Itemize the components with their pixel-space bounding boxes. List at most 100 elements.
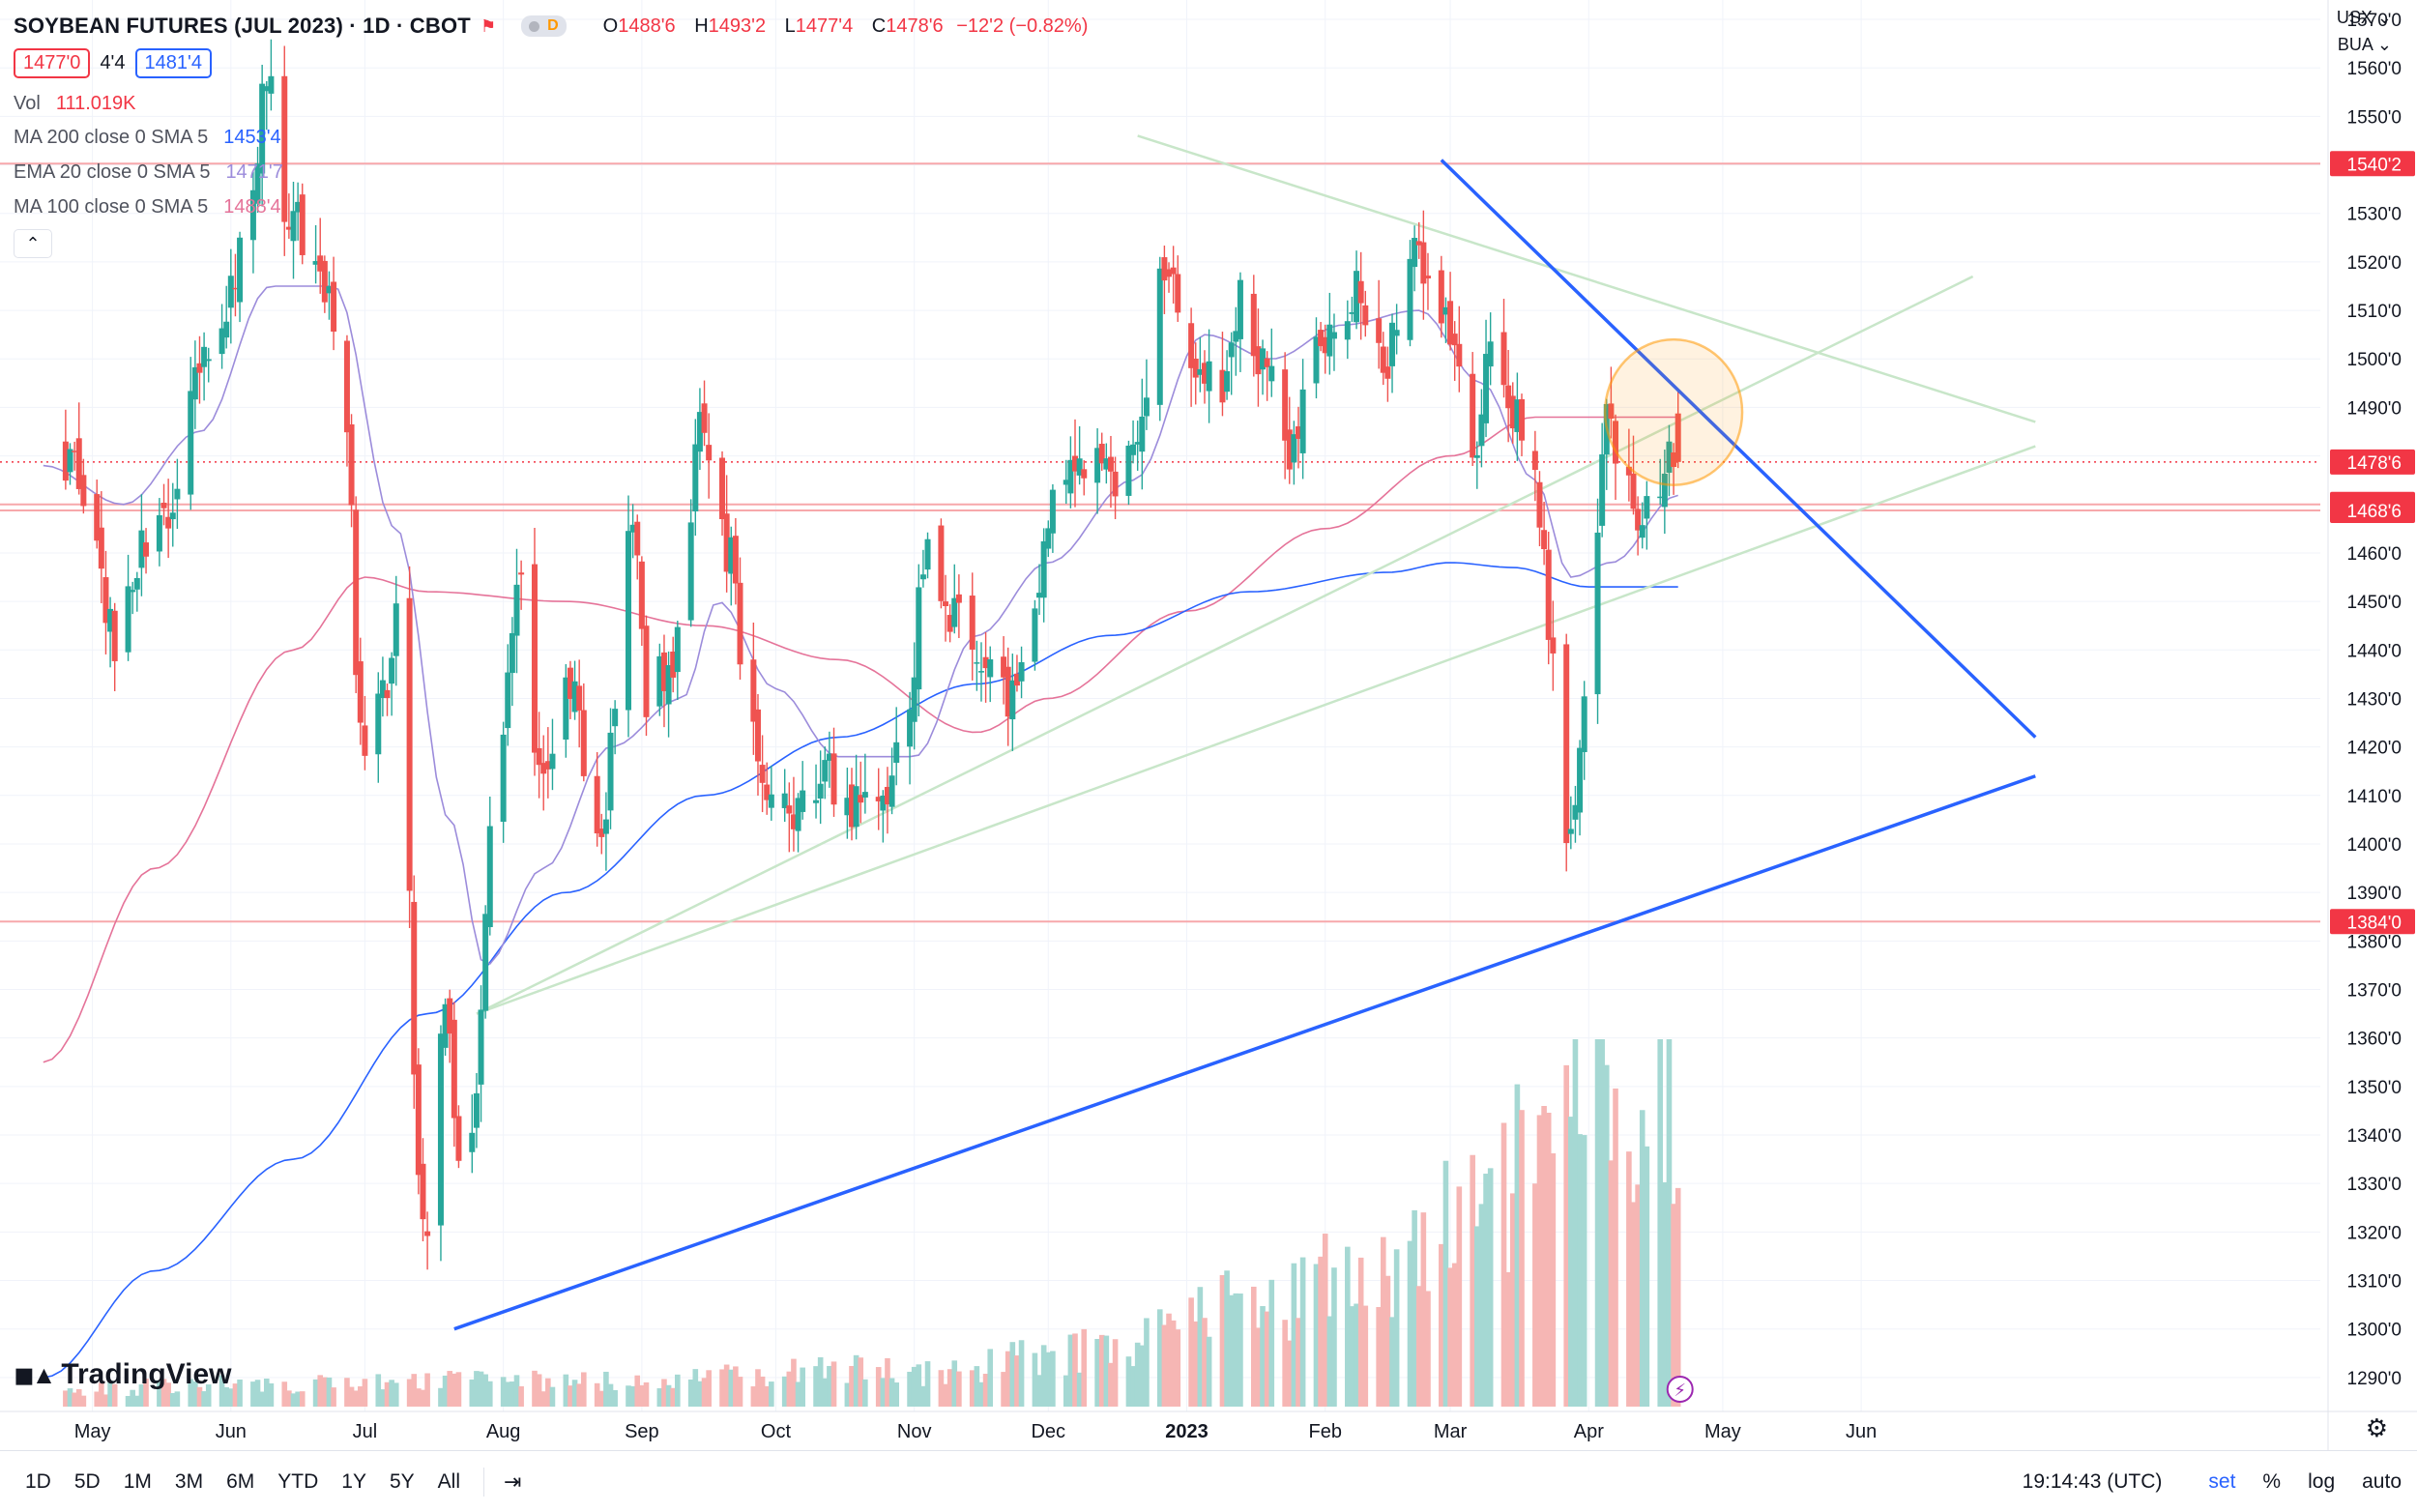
volume-bar <box>612 1389 618 1407</box>
delay-indicator[interactable]: D <box>521 15 567 37</box>
candle-body <box>706 445 713 461</box>
volume-bar <box>223 1387 229 1407</box>
candlesticks <box>62 39 1681 1270</box>
volume-bar <box>344 1378 350 1407</box>
grid <box>0 0 2320 1411</box>
symbol-header: SOYBEAN FUTURES (JUL 2023) · 1D · CBOT ⚑… <box>14 10 1088 43</box>
trendlines[interactable]: ⚡ <box>453 159 2037 1403</box>
flag-icon[interactable]: ⚑ <box>480 15 497 36</box>
volume-bar <box>687 1379 694 1407</box>
volume-bar <box>1662 1181 1668 1407</box>
volume-bar <box>795 1381 801 1407</box>
volume-bar <box>358 1386 364 1407</box>
legend-ma200[interactable]: MA 200 close 0 SMA 5 1453'4 <box>14 127 281 149</box>
log-toggle[interactable]: log <box>2308 1469 2336 1493</box>
candle-body <box>1330 332 1337 339</box>
volume-bar <box>263 1378 270 1407</box>
price-axis[interactable]: 1290'0 1300'0 1310'0 1320'0 1330'0 1340'0 1350… <box>2327 0 2417 1450</box>
volume-bar <box>875 1367 882 1407</box>
candle-body <box>1001 656 1007 678</box>
candle-body <box>232 287 239 290</box>
range-1y[interactable]: 1Y <box>341 1469 366 1493</box>
legend-ema20[interactable]: EMA 20 close 0 SMA 5 1471'7 <box>14 161 283 184</box>
candle-body <box>884 786 890 805</box>
volume-bar <box>1255 1327 1262 1407</box>
volume-bar <box>1572 1039 1579 1407</box>
time-tick-label: Apr <box>1574 1421 1604 1442</box>
range-6m[interactable]: 6M <box>226 1469 255 1493</box>
price-tick-label: 1420'0 <box>2347 739 2402 759</box>
volume-bar <box>1671 1204 1676 1407</box>
volume-bar <box>1478 1204 1485 1407</box>
sell-price-button[interactable]: 1477'0 <box>14 48 91 78</box>
candle-body <box>1063 480 1069 485</box>
range-5d[interactable]: 5D <box>73 1469 101 1493</box>
legend-ma100[interactable]: MA 100 close 0 SMA 5 1488'4 <box>14 196 281 218</box>
lightning-icon: ⚡ <box>1674 1381 1686 1400</box>
percent-toggle[interactable]: % <box>2262 1469 2282 1493</box>
candle-body <box>1625 466 1632 476</box>
range-3m[interactable]: 3M <box>174 1469 204 1493</box>
candle-body <box>1286 429 1293 470</box>
volume-bar <box>254 1380 261 1407</box>
volume-bar <box>1447 1267 1453 1407</box>
symbol-title[interactable]: SOYBEAN FUTURES (JUL 2023) · 1D · CBOT <box>14 14 471 38</box>
legend-volume[interactable]: Vol 111.019K <box>14 93 135 115</box>
unit-selector[interactable]: BUA ⌄ <box>2337 35 2392 54</box>
volume-bar <box>1362 1305 1369 1407</box>
channel-lines[interactable] <box>476 134 2036 1015</box>
volume-bar <box>858 1357 864 1407</box>
price-tick-label: 1370'0 <box>2347 980 2402 1001</box>
auto-toggle[interactable]: auto <box>2362 1469 2402 1493</box>
gear-icon[interactable]: ⚙ <box>2365 1413 2388 1442</box>
range-1m[interactable]: 1M <box>123 1469 152 1493</box>
volume-bar <box>670 1387 676 1407</box>
candle-body <box>813 800 820 803</box>
volume-bar <box>474 1371 480 1407</box>
volume-bar <box>518 1385 524 1407</box>
volume-bar <box>1072 1333 1078 1407</box>
candle-body <box>509 632 515 674</box>
volume-bar <box>576 1383 582 1407</box>
candle-body <box>1081 469 1088 479</box>
price-label-badge <box>2330 909 2415 935</box>
candle-body <box>1219 369 1226 403</box>
time-tick-label: Jun <box>1846 1421 1877 1442</box>
volume-bar <box>478 1371 484 1407</box>
range-1d[interactable]: 1D <box>25 1469 51 1493</box>
candle-body <box>312 261 319 265</box>
currency-selector[interactable]: USX ⌄ <box>2336 8 2392 27</box>
ohlc-values: O1488'6 H1493'2 L1477'4 C1478'6 −12'2 (−… <box>590 15 1089 38</box>
candle-body <box>1415 241 1422 246</box>
volume-bar <box>192 1381 198 1407</box>
chevron-up-icon[interactable]: ⌃ <box>14 229 52 258</box>
time-axis[interactable]: May Jun Jul Aug Sep Oct Nov Dec 2023 Feb Mar Apr May… <box>0 1410 2417 1442</box>
candle-body <box>576 685 583 711</box>
volume-bar <box>1170 1320 1177 1407</box>
range-ytd[interactable]: YTD <box>277 1469 319 1493</box>
candle-body <box>737 582 743 665</box>
calendar-range-icon[interactable]: ⇥ <box>504 1468 522 1494</box>
volume-bar <box>1674 1187 1681 1407</box>
candle-body <box>1630 474 1637 509</box>
candle-body <box>858 795 864 803</box>
range-5y[interactable]: 5Y <box>389 1469 415 1493</box>
volume-bar <box>1550 1152 1557 1407</box>
volume-bar <box>63 1390 69 1407</box>
set-toggle[interactable]: set <box>2208 1469 2236 1493</box>
candle-body <box>638 561 645 629</box>
candle-body <box>1357 280 1364 304</box>
candle-body <box>563 677 569 740</box>
volume-bar <box>375 1374 382 1407</box>
volume-bar <box>800 1367 805 1407</box>
range-all[interactable]: All <box>437 1469 460 1493</box>
candle-body <box>1500 332 1507 386</box>
candle-body <box>321 260 328 303</box>
volume-bar <box>510 1381 515 1407</box>
buy-price-button[interactable]: 1481'4 <box>134 48 212 78</box>
utc-clock[interactable]: 19:14:43 (UTC) <box>2022 1469 2163 1493</box>
volume-bar <box>1202 1318 1208 1407</box>
price-tick-label: 1350'0 <box>2347 1078 2402 1098</box>
candle-body <box>1572 804 1579 820</box>
